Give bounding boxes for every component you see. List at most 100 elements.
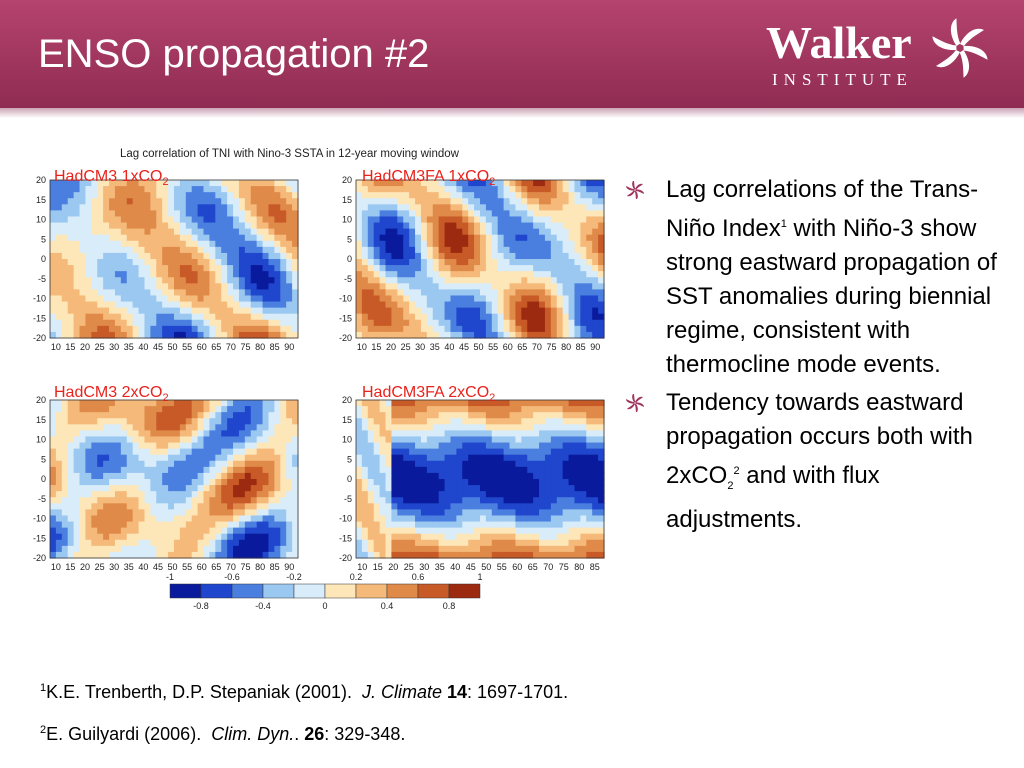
heatmap-cell xyxy=(503,551,511,559)
heatmap-cell xyxy=(391,412,398,419)
heatmap-cell xyxy=(191,551,199,559)
heatmap-cell xyxy=(391,319,398,327)
heatmap-cell xyxy=(203,204,211,211)
heatmap-cell xyxy=(527,491,534,498)
heatmap-cell xyxy=(379,406,387,413)
heatmap-cell xyxy=(73,509,81,517)
heatmap-cell xyxy=(515,289,522,297)
heatmap-cell xyxy=(238,240,246,248)
heatmap-cell xyxy=(221,460,228,468)
heatmap-cell xyxy=(274,222,281,230)
heatmap-cell xyxy=(456,295,463,303)
x-tick-label: 55 xyxy=(497,562,507,572)
heatmap-cell xyxy=(274,454,281,462)
heatmap-cell xyxy=(515,430,522,438)
heatmap-cell xyxy=(215,412,222,419)
heatmap-cell xyxy=(426,412,434,419)
x-tick-label: 10 xyxy=(51,562,61,572)
heatmap-cell xyxy=(580,307,587,315)
heatmap-cell xyxy=(456,551,463,559)
heatmap-cell xyxy=(250,228,258,236)
heatmap-cell xyxy=(550,252,558,260)
heatmap-cell xyxy=(126,454,134,462)
heatmap-cell xyxy=(527,222,534,230)
heatmap-cell xyxy=(426,265,434,272)
heatmap-cell xyxy=(256,497,264,504)
heatmap-cell xyxy=(227,406,234,413)
heatmap-cell xyxy=(438,289,446,297)
heatmap-cell xyxy=(197,265,205,272)
heatmap-cell xyxy=(491,466,499,474)
heatmap-cell xyxy=(233,545,240,553)
heatmap-cell xyxy=(438,204,446,211)
heatmap-cell xyxy=(197,418,205,425)
heatmap-cell xyxy=(379,319,387,327)
heatmap-cell xyxy=(409,412,416,419)
heatmap-cell xyxy=(379,192,387,199)
heatmap-cell xyxy=(91,466,98,474)
heatmap-cell xyxy=(379,210,387,218)
heatmap-cell xyxy=(79,210,87,218)
heatmap-cell xyxy=(215,228,222,236)
heatmap-cell xyxy=(391,222,398,230)
heatmap-cell xyxy=(67,277,75,284)
heatmap-cell xyxy=(397,186,404,193)
heatmap-cell xyxy=(497,454,505,462)
heatmap-cell xyxy=(150,265,157,272)
heatmap-cell xyxy=(73,204,81,211)
heatmap-cell xyxy=(179,406,187,413)
heatmap-cell xyxy=(503,412,511,419)
heatmap-cell xyxy=(450,204,457,211)
heatmap-cell xyxy=(432,295,440,303)
heatmap-cell xyxy=(79,246,87,254)
y-tick-label: 5 xyxy=(41,454,46,464)
heatmap-cell xyxy=(244,325,252,333)
heatmap-cell xyxy=(197,210,205,218)
heatmap-cell xyxy=(292,234,299,242)
heatmap-cell xyxy=(391,515,398,523)
heatmap-cell xyxy=(61,539,69,547)
heatmap-cell xyxy=(227,515,234,523)
heatmap-cell xyxy=(485,186,493,193)
heatmap-cell xyxy=(67,252,75,260)
heatmap-cell xyxy=(185,400,193,407)
heatmap-cell xyxy=(244,515,252,523)
heatmap-cell xyxy=(227,252,234,260)
heatmap-cell xyxy=(556,271,564,278)
heatmap-cell xyxy=(586,442,593,450)
heatmap-cell xyxy=(480,448,487,456)
heatmap-cell xyxy=(150,271,157,278)
heatmap-cell xyxy=(168,424,175,431)
heatmap-cell xyxy=(426,234,434,242)
heatmap-cell xyxy=(462,412,469,419)
heatmap-cell xyxy=(568,228,576,236)
heatmap-cell xyxy=(238,551,246,559)
heatmap-cell xyxy=(221,466,228,474)
heatmap-cell xyxy=(420,301,428,309)
heatmap-cell xyxy=(598,198,605,205)
y-tick-label: 5 xyxy=(41,234,46,244)
heatmap-cell xyxy=(592,240,599,248)
heatmap-cell xyxy=(256,521,264,529)
heatmap-cell xyxy=(55,186,63,193)
heatmap-cell xyxy=(509,331,517,339)
heatmap-cell xyxy=(179,479,187,486)
heatmap-cell xyxy=(209,204,216,211)
heatmap-cell xyxy=(91,406,98,413)
heatmap-cell xyxy=(426,228,434,236)
heatmap-cell xyxy=(55,509,63,517)
heatmap-cell xyxy=(385,479,393,486)
heatmap-cell xyxy=(174,180,181,187)
heatmap-cell xyxy=(462,466,469,474)
heatmap-cell xyxy=(527,412,534,419)
heatmap-cell xyxy=(244,472,252,480)
heatmap-cell xyxy=(503,545,511,553)
heatmap-cell xyxy=(292,515,299,523)
heatmap-cell xyxy=(426,448,434,456)
heatmap-cell xyxy=(73,466,81,474)
heatmap-cell xyxy=(156,472,163,480)
heatmap-cell xyxy=(385,400,393,407)
heatmap-cell xyxy=(126,283,134,290)
heatmap-cell xyxy=(256,331,264,339)
heatmap-cell xyxy=(91,252,98,260)
